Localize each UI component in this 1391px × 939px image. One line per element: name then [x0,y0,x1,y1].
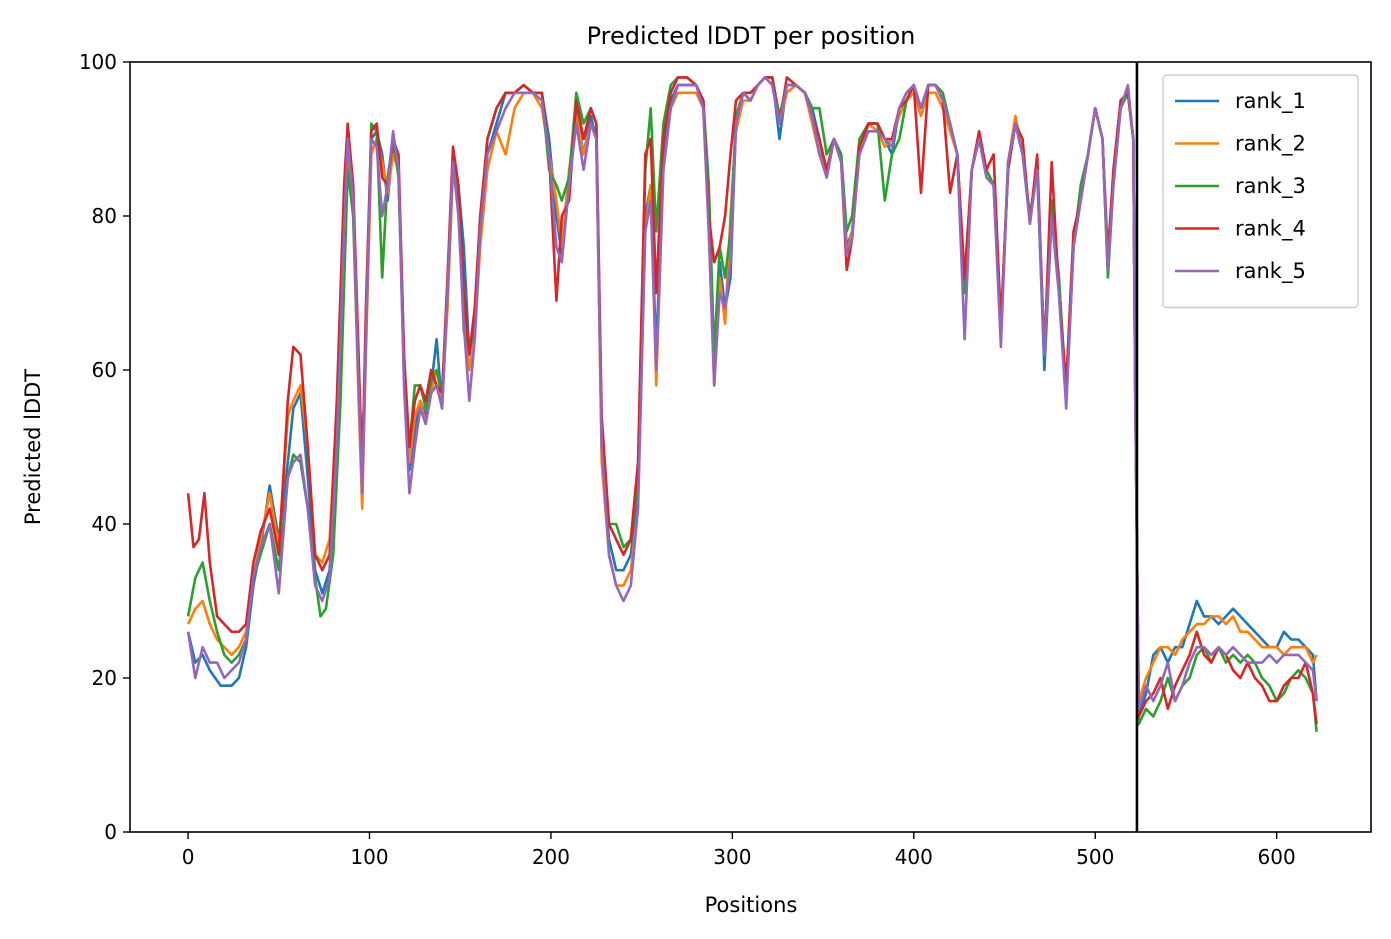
legend-box [1162,74,1359,309]
y-axis-label: Predicted lDDT [21,369,45,525]
x-axis-label: Positions [705,893,798,917]
y-axis-ticks: 0 20 40 60 80 100 [79,50,130,844]
y-tick-label: 100 [79,50,117,74]
y-tick-label: 0 [104,820,117,844]
series-line-rank_2 [186,76,1318,703]
x-tick-label: 400 [895,845,933,869]
series-line-rank_3 [186,76,1318,733]
series-line-rank_5 [186,76,1318,711]
x-tick-label: 100 [350,845,388,869]
y-tick-label: 40 [92,512,117,536]
x-tick-label: 0 [182,845,195,869]
series-layer [186,76,1318,733]
x-tick-label: 500 [1076,845,1114,869]
legend-label: rank_4 [1235,217,1306,242]
legend-label: rank_3 [1235,174,1306,199]
x-tick-label: 200 [532,845,570,869]
x-axis-ticks: 0 100 200 300 400 500 600 [182,832,1296,869]
y-tick-label: 80 [92,204,117,228]
x-tick-label: 600 [1258,845,1296,869]
plot-frame [129,61,1372,833]
y-tick-label: 60 [92,358,117,382]
y-tick-label: 20 [92,666,117,690]
legend: rank_1 rank_2 rank_3 rank_4 rank_5 [1162,74,1359,309]
legend-label: rank_5 [1235,259,1306,284]
chart-title: Predicted lDDT per position [587,22,916,50]
legend-label: rank_1 [1235,89,1306,114]
x-tick-label: 300 [713,845,751,869]
legend-label: rank_2 [1235,132,1306,157]
